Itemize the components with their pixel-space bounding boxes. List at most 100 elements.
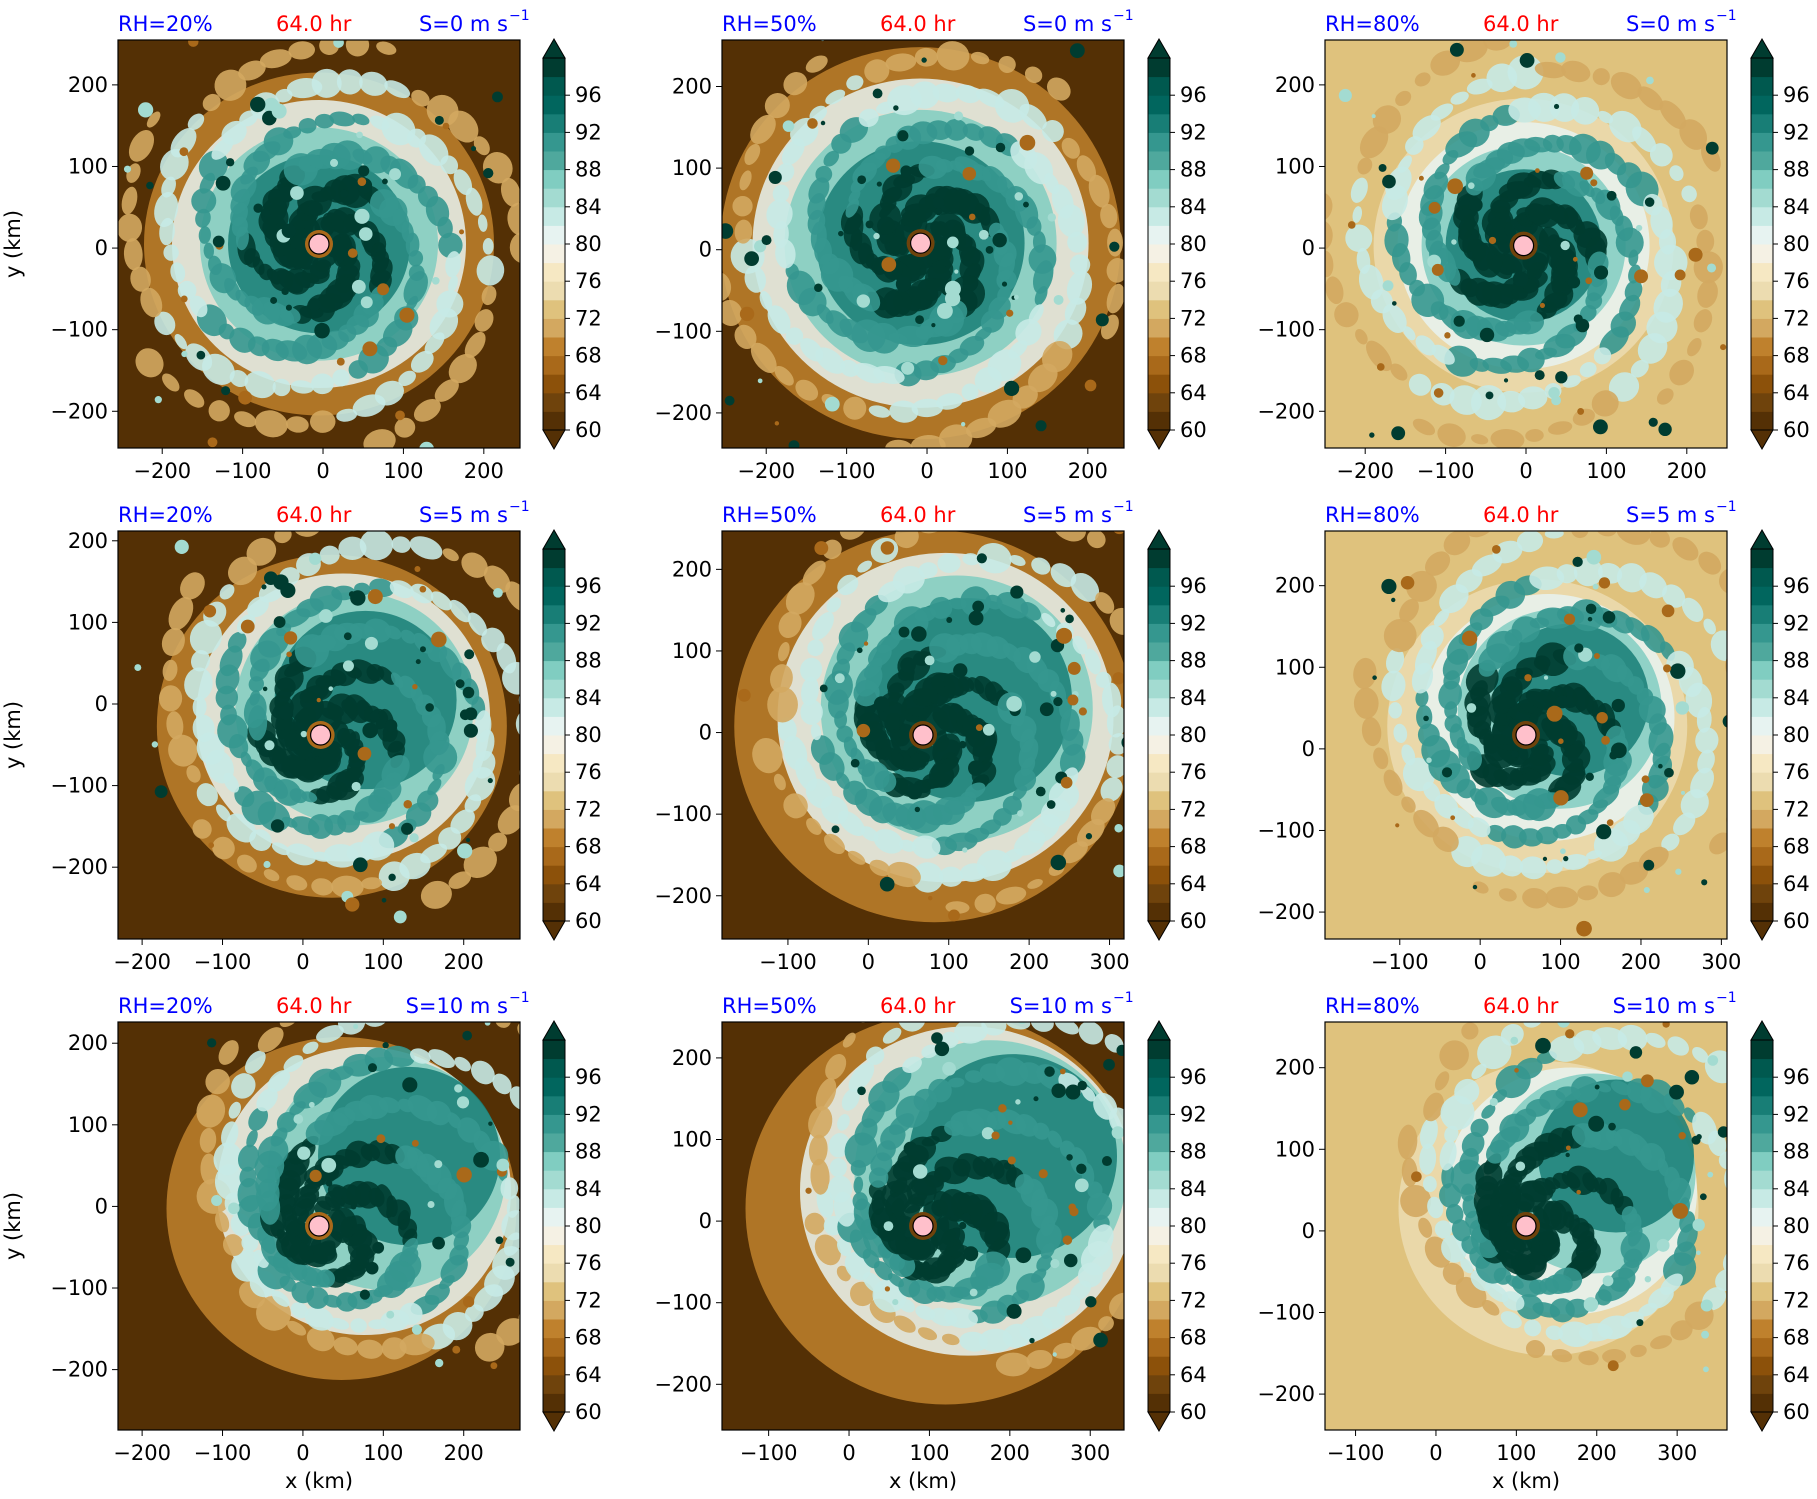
title-shear: S=5 m s (419, 503, 508, 527)
convective-cell (1451, 993, 1467, 1009)
spiral-cell (1040, 1242, 1055, 1260)
convective-cell (456, 1167, 472, 1183)
colorbar-segment (543, 1281, 565, 1301)
spiral-cell (1412, 115, 1441, 141)
convective-cell (278, 705, 293, 720)
spiral-cell (345, 40, 370, 57)
spiral-cell (1578, 1350, 1599, 1366)
spiral-cell (518, 732, 543, 763)
spiral-cell (231, 1073, 256, 1099)
convective-cell (358, 165, 370, 177)
convective-cell (464, 707, 478, 721)
convective-cell (388, 873, 396, 882)
spiral-cell (1106, 257, 1124, 283)
convective-cell (456, 1096, 470, 1109)
spiral-cell (1381, 670, 1406, 702)
colorbar-segment (1751, 1319, 1773, 1339)
spiral-cell (800, 657, 823, 682)
colorbar-segment (1148, 1337, 1170, 1357)
spiral-cell (845, 198, 860, 218)
spiral-cell (234, 411, 257, 428)
spiral-cell (860, 826, 879, 842)
colorbar-tick-label: 72 (1783, 797, 1810, 821)
convective-cell (1640, 1074, 1654, 1088)
colorbar-segment (1751, 604, 1773, 624)
x-tick-label: −200 (113, 1441, 171, 1465)
spiral-cell (377, 666, 396, 685)
spiral-cell (1548, 421, 1573, 435)
colorbar-segment (543, 132, 565, 152)
spiral-cell (1397, 155, 1412, 173)
colorbar-segment (1148, 95, 1170, 115)
spiral-cell (279, 1022, 299, 1028)
spiral-cell (218, 1040, 239, 1065)
convective-cell (1050, 1258, 1060, 1269)
convective-cell (282, 479, 294, 491)
convective-cell (1015, 1247, 1032, 1264)
colorbar-segment (543, 623, 565, 643)
spiral-cell (971, 505, 1000, 526)
spiral-cell (1408, 373, 1432, 396)
spiral-cell (316, 1025, 344, 1043)
spiral-cell (384, 625, 402, 640)
colorbar-segment (543, 828, 565, 848)
spiral-cell (1357, 157, 1373, 175)
convective-cell (1369, 432, 1375, 438)
spiral-cell (744, 143, 761, 166)
spiral-cell (802, 560, 826, 586)
colorbar-segment (1751, 1226, 1773, 1246)
spiral-cell (1450, 91, 1469, 105)
convective-cell (968, 610, 984, 626)
spiral-cell (1697, 749, 1715, 774)
spiral-cell (1637, 333, 1668, 364)
convective-cell (1047, 213, 1056, 222)
convective-cell (838, 230, 844, 237)
spiral-cell (1052, 1342, 1076, 1359)
spiral-cell (1727, 1183, 1753, 1214)
colorbar-tick-label: 68 (1180, 344, 1207, 368)
colorbar-tick-label: 68 (1180, 835, 1207, 859)
spiral-cell (766, 199, 793, 230)
spiral-cell (1692, 1047, 1709, 1063)
spiral-cell (348, 360, 368, 379)
spiral-cell (1518, 386, 1548, 410)
convective-cell (1555, 695, 1569, 709)
convective-cell (332, 1186, 344, 1198)
spiral-cell (804, 1212, 826, 1235)
spiral-cell (244, 371, 276, 399)
convective-cell (1068, 1203, 1077, 1211)
convective-cell (134, 664, 142, 672)
axes-frame (721, 1021, 1125, 1431)
convective-cell (638, 981, 646, 989)
spiral-cell (186, 765, 201, 783)
convective-cell (968, 213, 976, 221)
convective-cell (409, 833, 419, 843)
convective-cell (1535, 168, 1540, 173)
spiral-cell (853, 1176, 864, 1194)
spiral-cell (752, 737, 783, 774)
spiral-cell (473, 1284, 504, 1312)
axes-frame (1324, 1021, 1728, 1431)
convective-cell (1567, 275, 1581, 289)
spiral-cell (1594, 1082, 1612, 1093)
colorbar-segment (543, 1374, 565, 1394)
convective-cell (432, 1236, 445, 1250)
convective-cell (1451, 239, 1457, 245)
spiral-cell (1630, 359, 1649, 378)
convective-cell (351, 279, 366, 294)
convective-cell (671, 273, 681, 283)
colorbar-segment (1751, 660, 1773, 680)
convective-cell (526, 213, 535, 222)
convective-cell (1111, 1126, 1124, 1139)
convective-cell (340, 189, 349, 198)
spiral-cell (1372, 105, 1402, 134)
spiral-cell (381, 112, 416, 146)
convective-cell (1658, 763, 1663, 769)
spiral-cell (1009, 555, 1026, 566)
y-tick-label: −200 (654, 884, 712, 908)
spiral-cell (476, 255, 505, 286)
convective-cell (1583, 1297, 1599, 1312)
colorbar-segment (1751, 188, 1773, 208)
